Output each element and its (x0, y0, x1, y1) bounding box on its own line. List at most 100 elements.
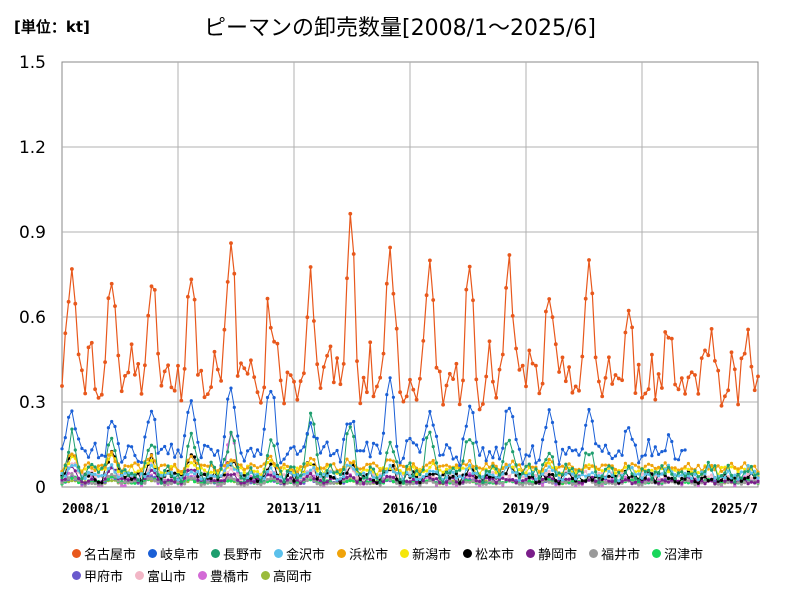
data-point (335, 470, 339, 474)
data-point (193, 459, 197, 463)
data-point (348, 425, 352, 429)
data-point (716, 368, 721, 373)
data-point (312, 466, 316, 470)
data-point (123, 455, 127, 459)
data-point (564, 477, 568, 481)
legend-item: 豊橋市 (198, 566, 249, 585)
data-point (610, 466, 614, 470)
data-point (269, 473, 273, 477)
data-point (365, 462, 369, 466)
data-point (226, 397, 230, 401)
data-point (743, 476, 747, 481)
x-tick-label: 2010/12 (151, 502, 206, 517)
legend-item: 富山市 (135, 566, 186, 585)
data-point (325, 469, 329, 473)
data-point (564, 472, 568, 476)
data-point (448, 446, 452, 450)
data-point (504, 465, 508, 469)
data-point (77, 476, 81, 481)
data-point (537, 391, 542, 396)
data-point (285, 452, 289, 456)
data-point (282, 480, 286, 484)
data-point (464, 287, 469, 292)
data-point (544, 309, 548, 314)
data-point (242, 477, 246, 481)
data-point (474, 471, 478, 475)
data-point (242, 473, 246, 477)
data-point (630, 462, 634, 466)
data-point (739, 482, 744, 486)
data-point (100, 481, 104, 485)
data-point (484, 482, 488, 486)
data-point (626, 308, 631, 313)
data-point (206, 480, 210, 484)
data-point (328, 344, 333, 349)
data-point (746, 482, 750, 486)
data-point (478, 453, 482, 457)
data-point (391, 470, 395, 474)
data-point (80, 446, 84, 451)
data-point (345, 457, 349, 461)
data-point (637, 483, 641, 487)
data-point (696, 475, 700, 479)
data-point (159, 471, 163, 475)
data-point (743, 467, 747, 471)
data-point (219, 379, 224, 383)
data-point (80, 477, 84, 481)
data-point (521, 483, 525, 487)
data-point (504, 472, 508, 476)
data-point (312, 422, 316, 426)
data-point (126, 478, 130, 482)
data-point (647, 438, 651, 442)
data-point (110, 450, 114, 454)
data-point (90, 448, 94, 452)
data-point (289, 446, 293, 450)
data-point (564, 481, 568, 485)
data-point (444, 476, 449, 480)
data-point (110, 472, 114, 477)
data-point (521, 479, 525, 483)
data-point (617, 449, 621, 453)
data-point (640, 483, 644, 487)
data-point (222, 481, 226, 485)
data-point (650, 480, 654, 485)
data-point (497, 367, 502, 372)
data-point (610, 480, 614, 484)
legend-marker-icon (652, 548, 662, 558)
data-point (680, 481, 684, 485)
x-tick-label: 2013/11 (267, 502, 322, 517)
data-point (362, 449, 366, 453)
data-point (537, 480, 541, 484)
data-point (285, 469, 289, 473)
data-point (351, 252, 356, 256)
data-point (620, 453, 624, 457)
data-point (368, 462, 372, 466)
data-point (70, 427, 74, 431)
data-point (394, 326, 399, 331)
data-point (67, 476, 71, 480)
data-point (89, 340, 94, 345)
data-point (193, 455, 197, 459)
data-point (683, 392, 687, 396)
data-point (226, 473, 230, 477)
data-point (594, 470, 598, 474)
data-point (524, 464, 528, 468)
unit-label: [単位：kt] (14, 18, 90, 36)
data-point (358, 481, 362, 486)
data-point (169, 478, 173, 483)
data-point (719, 403, 724, 408)
data-point (96, 396, 101, 400)
data-point (262, 476, 266, 480)
data-point (491, 461, 495, 465)
data-point (100, 466, 104, 470)
data-point (550, 420, 555, 425)
data-point (501, 472, 505, 476)
data-point (696, 484, 700, 488)
data-point (510, 314, 515, 318)
data-point (86, 345, 91, 350)
data-point (514, 481, 518, 485)
data-point (179, 455, 183, 459)
data-point (156, 477, 160, 481)
data-point (193, 445, 197, 450)
data-point (613, 467, 618, 472)
